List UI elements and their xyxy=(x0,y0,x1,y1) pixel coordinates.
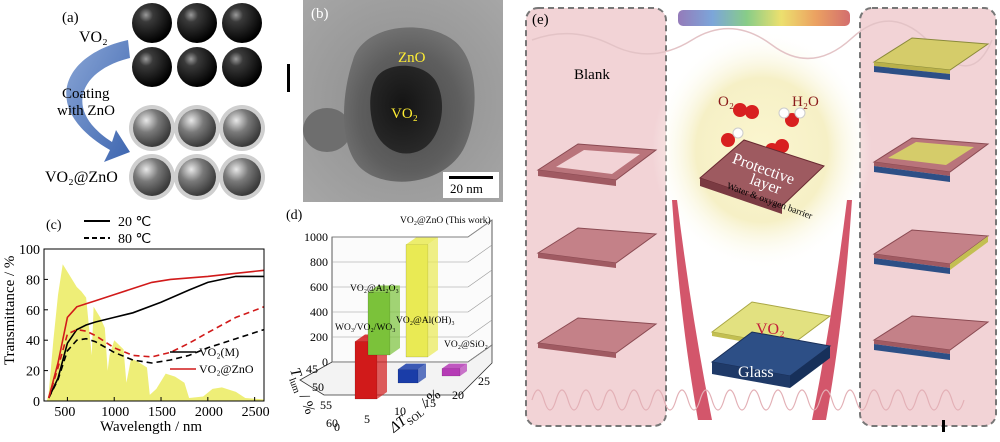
y-tick-label: 10 xyxy=(394,404,406,418)
coating-text-2: with ZnO xyxy=(57,103,115,119)
c-xlabel: Wavelength / nm xyxy=(100,419,202,435)
panel-d: (d) WO₃/VO₂/WO₃ VO₂@Al₂O₃ VO₂@ZnO (This wo… xyxy=(272,205,512,437)
bar-2 xyxy=(405,237,438,358)
z-tick-label: 400 xyxy=(310,305,328,319)
coating-text-1: Coating xyxy=(62,86,110,102)
right-plate-2 xyxy=(872,137,990,182)
coating-arrow xyxy=(66,40,130,162)
x-tick-label: 50 xyxy=(312,380,324,394)
label-a: (a) xyxy=(62,10,79,26)
bar-label-1: VO₂@Al₂O₃ xyxy=(350,284,399,294)
label-c: (c) xyxy=(46,218,62,233)
z-tick-label: 0 xyxy=(322,355,328,369)
y-tick-label: 20 xyxy=(26,365,40,380)
panel-b: ZnO VO₂ (b) 20 nm xyxy=(303,0,503,202)
vo2-stack-label: VO₂ xyxy=(756,321,785,338)
z-tick-label: 1000 xyxy=(304,230,328,244)
y-tick-label: 15 xyxy=(424,396,436,410)
blank-label: Blank xyxy=(574,67,610,83)
left-chamber xyxy=(525,7,667,427)
blank-plate-frame xyxy=(536,143,658,186)
glass-label: Glass xyxy=(738,364,774,381)
panel-a: (a) VO₂ Coating with ZnO VO₂@ZnO xyxy=(0,0,300,205)
panel-e: (e) Blank O₂ H₂O Protecti xyxy=(512,0,1000,437)
bar-3 xyxy=(397,363,426,384)
transmittance-chart: 500 1000 1500 2000 2500 0 20 40 60 80 100 (c) 20 ℃… xyxy=(2,215,270,435)
z-tick-label: 800 xyxy=(310,255,328,269)
y-tick-label: 20 xyxy=(452,388,464,402)
bar-label-3: VO₂@Al(OH)₃ xyxy=(396,315,455,326)
series-line-2 xyxy=(47,269,265,399)
x-tick-label: 1500 xyxy=(148,405,176,420)
label-e: (e) xyxy=(532,12,549,28)
y-tick-label: 0 xyxy=(334,420,340,434)
solar-spectrum-area xyxy=(46,264,265,401)
x-tick-label: 55 xyxy=(320,398,332,412)
y-tick-label: 40 xyxy=(26,334,40,349)
blank-plate-2 xyxy=(536,227,658,268)
c-ylabel: Transmittance / % xyxy=(2,256,18,365)
blank-plate-3 xyxy=(536,317,658,358)
legend-vo2m: VO₂(M) xyxy=(199,345,239,359)
bar-label-4: VO₂@SiO₂ xyxy=(444,340,488,350)
vo2-zno-label: VO₂@ZnO xyxy=(45,169,118,186)
z-tick-label: 200 xyxy=(310,330,328,344)
x-tick-label: 45 xyxy=(306,362,318,376)
side-bar xyxy=(287,64,290,92)
panel-a-figure: (a) VO₂ Coating with ZnO VO₂@ZnO xyxy=(45,3,290,200)
legend-20c: 20 ℃ xyxy=(118,215,151,230)
x-tick-label: 2000 xyxy=(195,405,223,420)
x-tick-label: 500 xyxy=(54,405,75,420)
legend-80c: 80 ℃ xyxy=(118,232,151,247)
protective-plate xyxy=(699,139,825,214)
y-tick-label: 80 xyxy=(26,273,40,288)
y-tick-label: 60 xyxy=(26,304,40,319)
solar-spectrum-fill xyxy=(46,264,265,401)
coated-spheres xyxy=(129,105,265,200)
d-xlabel: Tlum / % xyxy=(283,366,317,418)
bar-label-2: VO₂@ZnO (This work) xyxy=(400,215,491,226)
bar-1 xyxy=(367,285,400,356)
vo2-top-label: VO₂ xyxy=(79,29,108,46)
y-tick-label: 0 xyxy=(33,395,40,410)
y-tick-label: 25 xyxy=(478,374,490,388)
bar-4 xyxy=(441,363,467,377)
right-plate-3 xyxy=(872,229,990,274)
z-tick-label: 600 xyxy=(310,280,328,294)
scale-bar-label: 20 nm xyxy=(450,181,483,196)
o2-label: O₂ xyxy=(718,94,734,110)
h2o-label: H₂O xyxy=(792,94,819,110)
series-line-1 xyxy=(47,328,265,399)
y-tick-label: 5 xyxy=(364,412,370,426)
y-tick-label: 100 xyxy=(19,243,40,258)
vo2-glass-stack xyxy=(710,301,832,388)
legend-top: 20 ℃ 80 ℃ xyxy=(84,215,151,247)
bar3d-chart: (d) WO₃/VO₂/WO₃ VO₂@Al₂O₃ VO₂@ZnO (This wo… xyxy=(283,208,493,437)
x-tick-label: 60 xyxy=(326,416,338,430)
bar-label-0: WO₃/VO₂/WO₃ xyxy=(335,323,396,333)
series-line-0 xyxy=(47,275,264,399)
spectrum-bar xyxy=(678,10,850,26)
scale-bar xyxy=(449,176,493,179)
label-d: (d) xyxy=(286,208,303,223)
zno-label: ZnO xyxy=(398,50,426,66)
right-plate-4 xyxy=(872,315,990,360)
legend-bottom: VO₂(M) VO₂@ZnO xyxy=(170,345,254,376)
right-plate-1 xyxy=(872,37,990,80)
x-tick-label: 1000 xyxy=(101,405,129,420)
panel-c: 500 1000 1500 2000 2500 0 20 40 60 80 100 (c) 20 ℃… xyxy=(0,205,272,437)
tem-image: ZnO VO₂ (b) 20 nm xyxy=(303,0,503,202)
schematic: (e) Blank O₂ H₂O Protecti xyxy=(512,0,1000,437)
vo2-core-label: VO₂ xyxy=(391,106,418,122)
label-b: (b) xyxy=(311,6,329,22)
x-tick-label: 2500 xyxy=(242,405,270,420)
black-spheres xyxy=(132,3,262,87)
legend-vo2zno: VO₂@ZnO xyxy=(199,362,254,376)
